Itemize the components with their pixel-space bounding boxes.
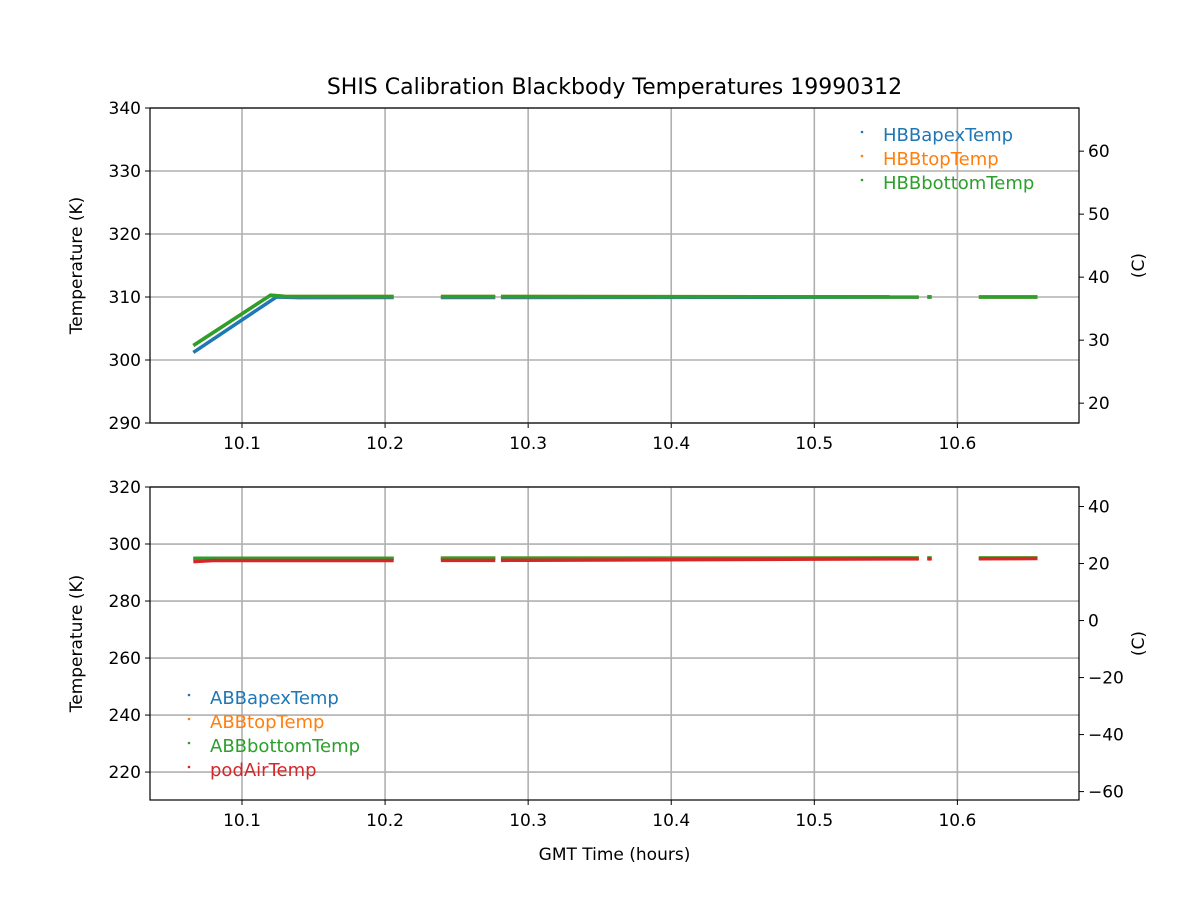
legend-label: ABBapexTemp [210, 688, 339, 709]
y-right-tick-label: −60 [1088, 783, 1124, 803]
y-right-axis-label: (C) [1129, 253, 1149, 278]
data-points [193, 295, 393, 345]
data-points [501, 559, 919, 560]
series-podAirTemp [193, 559, 1037, 562]
x-tick-label: 10.4 [652, 434, 690, 454]
x-tick-label: 10.6 [938, 811, 976, 831]
legend-label: podAirTemp [210, 760, 317, 781]
y-tick-label: 320 [109, 225, 141, 245]
data-points [193, 561, 393, 562]
y-right-tick-label: 20 [1088, 555, 1110, 575]
x-axis-label: GMT Time (hours) [539, 845, 691, 865]
y-right-tick-label: 30 [1088, 331, 1110, 351]
y-tick-label: 280 [109, 592, 141, 612]
y-tick-label: 320 [109, 478, 141, 498]
y-right-tick-label: −40 [1088, 726, 1124, 746]
y-right-tick-label: 50 [1088, 205, 1110, 225]
legend-label: HBBbottomTemp [883, 173, 1034, 194]
chart-title: SHIS Calibration Blackbody Temperatures … [327, 75, 902, 100]
y-right-axis-label: (C) [1129, 631, 1149, 656]
y-tick-label: 240 [109, 706, 141, 726]
series-HBBapexTemp [193, 297, 1037, 352]
bottom-axes: 10.1 10.2 10.3 10.4 10.5 10.6 220 240 260 280 300 3… [67, 478, 1149, 865]
legend-marker [188, 742, 191, 745]
legend-label: HBBtopTemp [883, 149, 999, 170]
y-right-tick-label: 20 [1088, 394, 1110, 414]
legend-marker [188, 766, 191, 769]
top-axes: 10.1 10.2 10.3 10.4 10.5 10.6 290 300 310 320 330 3… [67, 99, 1149, 454]
y-axis-label: Temperature (K) [67, 575, 87, 714]
legend-marker [188, 718, 191, 721]
x-tick-label: 10.1 [223, 811, 261, 831]
legend-marker [188, 694, 191, 697]
y-right-tick-label: −20 [1088, 669, 1124, 689]
legend-marker [861, 179, 864, 182]
data-points [193, 295, 393, 345]
series-HBBbottomTemp [193, 295, 1037, 345]
x-tick-label: 10.5 [795, 811, 833, 831]
legend-marker [861, 155, 864, 158]
x-tick-label: 10.1 [223, 434, 261, 454]
y-tick-label: 290 [109, 414, 141, 434]
y-right-tick-label: 0 [1088, 612, 1099, 632]
y-tick-label: 220 [109, 763, 141, 783]
legend-label: ABBtopTemp [210, 712, 324, 733]
legend-label: ABBbottomTemp [210, 736, 360, 757]
x-tick-label: 10.2 [366, 434, 404, 454]
x-tick-label: 10.6 [938, 434, 976, 454]
x-tick-label: 10.3 [509, 434, 547, 454]
x-tick-label: 10.5 [795, 434, 833, 454]
y-tick-label: 330 [109, 162, 141, 182]
y-tick-label: 260 [109, 649, 141, 669]
x-tick-label: 10.2 [366, 811, 404, 831]
y-tick-label: 340 [109, 99, 141, 119]
y-right-tick-label: 60 [1088, 142, 1110, 162]
y-axis-label: Temperature (K) [67, 197, 87, 336]
y-tick-label: 300 [109, 351, 141, 371]
legend-marker [861, 131, 864, 134]
y-tick-label: 300 [109, 535, 141, 555]
series-HBBtopTemp [193, 295, 1037, 345]
x-tick-label: 10.3 [509, 811, 547, 831]
y-right-tick-label: 40 [1088, 498, 1110, 518]
legend-label: HBBapexTemp [883, 125, 1013, 146]
y-right-tick-label: 40 [1088, 268, 1110, 288]
y-tick-label: 310 [109, 288, 141, 308]
x-tick-label: 10.4 [652, 811, 690, 831]
